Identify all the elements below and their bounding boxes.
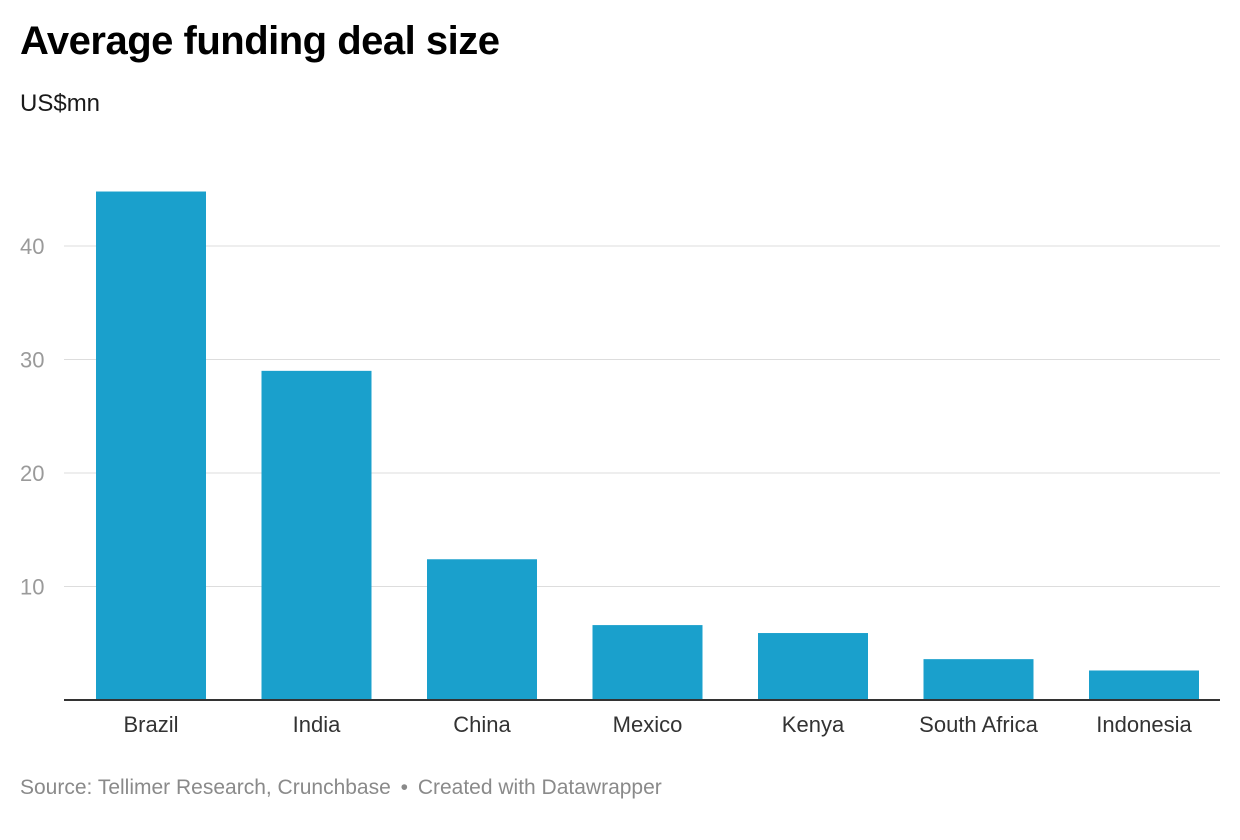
credit-text: Created with Datawrapper — [417, 776, 662, 799]
bar-south-africa — [923, 659, 1034, 700]
x-category-label: China — [453, 712, 511, 737]
bar-kenya — [758, 633, 868, 700]
footer-separator: • — [400, 776, 408, 799]
chart-subtitle: US$mn — [20, 90, 101, 117]
x-category-label: Kenya — [782, 712, 845, 737]
bar-indonesia — [1089, 670, 1199, 700]
source-text: Source: Tellimer Research, Crunchbase — [20, 776, 391, 799]
x-category-label: South Africa — [919, 712, 1038, 737]
y-tick-label: 20 — [20, 461, 44, 486]
y-tick-label: 30 — [20, 348, 44, 373]
footer: Source: Tellimer Research, Crunchbase • … — [20, 776, 662, 800]
gridlines — [64, 245, 1220, 587]
x-category-label: Brazil — [123, 712, 178, 737]
x-axis-labels: Brazil India China Mexico Kenya South Africa I… — [123, 712, 1192, 737]
x-category-label: Indonesia — [1096, 712, 1192, 737]
bar-india — [261, 370, 372, 700]
x-category-label: Mexico — [613, 712, 683, 737]
x-category-label: India — [293, 712, 341, 737]
bar-china — [427, 559, 537, 700]
y-axis-ticks: 10 20 30 40 — [20, 234, 44, 600]
bar-brazil — [96, 191, 206, 700]
y-tick-label: 10 — [20, 575, 44, 600]
bar-mexico — [592, 625, 703, 700]
y-tick-label: 40 — [20, 234, 44, 259]
chart-title: Average funding deal size — [20, 19, 500, 63]
bars — [96, 191, 1199, 700]
